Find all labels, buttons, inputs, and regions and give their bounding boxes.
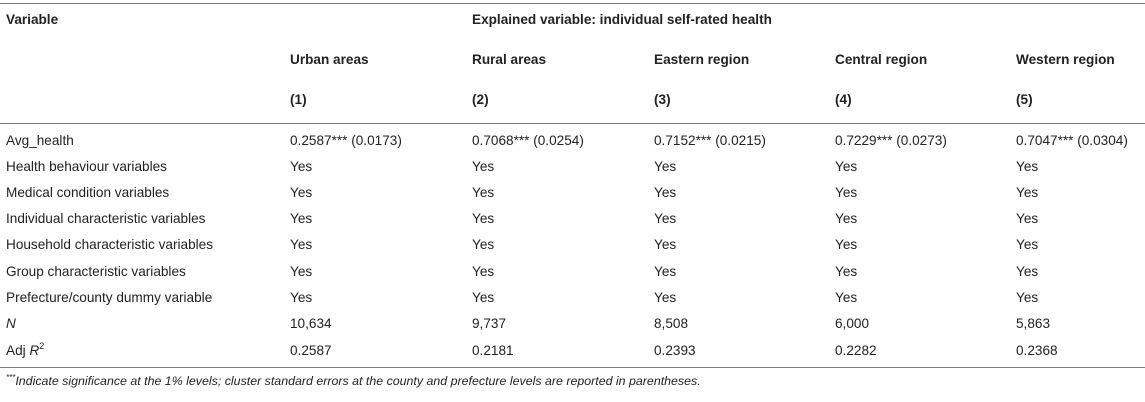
- table-cell: Yes: [472, 237, 495, 252]
- header-rule: [0, 123, 1145, 124]
- row-label: Medical condition variables: [6, 185, 170, 200]
- table-cell: Yes: [290, 264, 313, 279]
- row-label: Prefecture/county dummy variable: [6, 290, 213, 305]
- table-cell: Yes: [472, 185, 495, 200]
- adj-r2-superscript: 2: [39, 341, 45, 351]
- table-cell: 5,863: [1016, 316, 1051, 331]
- adj-r2-prefix: Adj: [6, 343, 30, 358]
- table-cell: 0.2587*** (0.0173): [290, 133, 402, 148]
- table-top-rule: [0, 3, 1145, 4]
- table-cell: 0.2393: [654, 343, 696, 358]
- column-header-2: Rural areas: [472, 52, 547, 67]
- table-cell: Yes: [472, 211, 495, 226]
- column-number-5: (5): [1016, 92, 1033, 107]
- table-cell: Yes: [835, 237, 858, 252]
- table-cell: Yes: [290, 159, 313, 174]
- table-cell: Yes: [654, 264, 677, 279]
- table-cell: 0.7152*** (0.0215): [654, 133, 766, 148]
- table-cell: 0.2282: [835, 343, 877, 358]
- table-cell: 9,737: [472, 316, 507, 331]
- adj-r2-variable: R: [29, 343, 40, 358]
- table-cell: Yes: [1016, 237, 1039, 252]
- table-cell: Yes: [290, 185, 313, 200]
- table-cell: Yes: [1016, 211, 1039, 226]
- column-number-1: (1): [290, 92, 307, 107]
- row-label: Individual characteristic variables: [6, 211, 206, 226]
- column-header-1: Urban areas: [290, 52, 369, 67]
- table-cell: Yes: [290, 237, 313, 252]
- table-cell: 0.2368: [1016, 343, 1058, 358]
- column-number-2: (2): [472, 92, 489, 107]
- row-label: Avg_health: [6, 133, 74, 148]
- table-cell: Yes: [654, 211, 677, 226]
- table-cell: Yes: [654, 237, 677, 252]
- table-cell: Yes: [472, 159, 495, 174]
- table-bottom-rule: [0, 367, 1145, 368]
- column-number-3: (3): [654, 92, 671, 107]
- table-cell: Yes: [654, 290, 677, 305]
- table-cell: Yes: [654, 185, 677, 200]
- table-cell: Yes: [835, 264, 858, 279]
- table-cell: Yes: [1016, 159, 1039, 174]
- table-footnote: ***Indicate significance at the 1% level…: [6, 372, 701, 390]
- column-header-5: Western region: [1016, 52, 1115, 67]
- table-cell: Yes: [1016, 264, 1039, 279]
- table-cell: Yes: [835, 211, 858, 226]
- adj-r2-label: Adj R2: [6, 342, 44, 360]
- column-header-3: Eastern region: [654, 52, 750, 67]
- row-label: Health behaviour variables: [6, 159, 167, 174]
- column-header-4: Central region: [835, 52, 928, 67]
- table-cell: Yes: [654, 159, 677, 174]
- table-cell: 0.2181: [472, 343, 514, 358]
- column-number-4: (4): [835, 92, 852, 107]
- table-cell: 6,000: [835, 316, 870, 331]
- table-cell: 0.7068*** (0.0254): [472, 133, 584, 148]
- footnote-marker: ***: [6, 373, 16, 382]
- table-cell: 0.7047*** (0.0304): [1016, 133, 1128, 148]
- row-label: N: [6, 316, 16, 331]
- table-cell: 0.2587: [290, 343, 332, 358]
- variable-header: Variable: [6, 12, 59, 27]
- table-cell: Yes: [290, 211, 313, 226]
- table-cell: 0.7229*** (0.0273): [835, 133, 947, 148]
- footnote-text: Indicate significance at the 1% levels; …: [15, 374, 701, 388]
- row-label: Group characteristic variables: [6, 264, 186, 279]
- table-cell: 10,634: [290, 316, 332, 331]
- spanning-header: Explained variable: individual self-rate…: [472, 12, 772, 27]
- table-cell: Yes: [835, 185, 858, 200]
- row-label: Household characteristic variables: [6, 237, 214, 252]
- table-cell: 8,508: [654, 316, 689, 331]
- table-cell: Yes: [835, 159, 858, 174]
- table-cell: Yes: [472, 264, 495, 279]
- table-cell: Yes: [835, 290, 858, 305]
- table-cell: Yes: [290, 290, 313, 305]
- table-cell: Yes: [1016, 185, 1039, 200]
- table-cell: Yes: [1016, 290, 1039, 305]
- table-cell: Yes: [472, 290, 495, 305]
